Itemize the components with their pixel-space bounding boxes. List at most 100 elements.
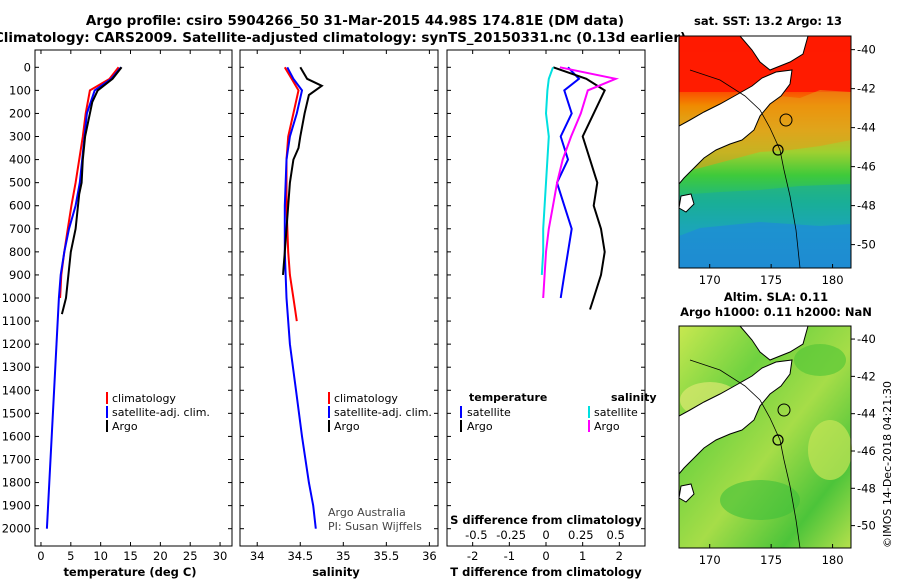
depth-tick-label: 100 [9,83,31,97]
x-tick-label: 10 [93,549,108,563]
x-tick-label: 35.5 [374,549,400,563]
lat-tick-label: -42 [857,369,876,383]
lon-tick-label: 170 [699,273,721,287]
temperature-panel [34,49,233,547]
legend-label-s-satellite: satellite [594,406,638,419]
legend-title-temperature: temperature [469,391,547,404]
x-tick-label: 2 [616,549,623,563]
difference-top-x-ticks: -0.5 -0.25 0 0.25 0.5 [465,528,625,542]
lon-tick-label: 180 [822,273,844,287]
series-line-salinity-satellite [540,66,554,275]
depth-tick-label: 1500 [2,406,31,420]
legend-label-satellite-adj: satellite-adj. clim. [112,406,210,419]
legend-label-climatology: climatology [112,392,176,405]
lon-tick-label: 175 [760,273,782,287]
depth-tick-label: 800 [9,245,31,259]
depth-tick-label: 900 [9,268,31,282]
depth-tick-label: 1000 [2,291,31,305]
lat-tick-label: -46 [857,444,876,458]
sla-map-title-line1: Altim. SLA: 0.11 [724,290,828,304]
profile-curves [45,66,620,529]
north-island-land [738,35,809,71]
x-tick-label: 5 [67,549,74,563]
x-tick-label: -2 [467,549,478,563]
legend-label-satellite-adj: satellite-adj. clim. [334,406,432,419]
depth-tick-label: 1800 [2,476,31,490]
legend-label-t-argo: Argo [467,420,493,433]
difference-xlabel: T difference from climatology [450,565,642,579]
sla-patch [808,420,852,480]
salinity-axes-frame [239,49,439,547]
depth-axis: 0 100 200 300 400 500 600 700 800 900 1000 1100 1200… [2,60,645,536]
sst-cold-band [679,222,851,268]
argo-position-marker [772,434,784,446]
temperature-x-ticks: 0 5 10 15 20 25 30 [37,50,227,563]
sst-bathymetry-contour [689,69,801,269]
difference-top-xlabel: S difference from climatology [450,513,642,527]
depth-tick-label: 1600 [2,429,31,443]
depth-tick-label: 0 [24,60,31,74]
temperature-axes-frame [34,49,233,547]
sla-lon-ticks: 170 175 180 [699,544,844,567]
chatham-rise-contour [779,113,793,127]
sst-orange-band [679,90,851,172]
salinity-xlabel: salinity [312,565,360,579]
lat-tick-label: -48 [857,481,876,495]
x-tick-label: 0 [37,549,44,563]
series-line-salinity-argo [542,66,620,299]
sla-map-frame [678,325,852,549]
series-line-temperature-argo [552,66,606,310]
legend-label-argo: Argo [112,420,138,433]
x-tick-label: 34 [250,549,265,563]
lon-tick-label: 170 [699,553,721,567]
top-tick-label: -0.25 [496,528,526,542]
depth-tick-label: 1400 [2,383,31,397]
argo-position-marker [772,144,784,156]
top-tick-label: 0.25 [568,528,594,542]
salinity-legend: climatology satellite-adj. clim. Argo Ar… [328,392,432,533]
x-tick-label: 25 [183,549,198,563]
x-tick-label: 34.5 [287,549,313,563]
lat-tick-label: -40 [857,43,876,57]
series-line-argo [282,66,324,275]
sla-patch [720,480,800,520]
sst-lon-ticks: 170 175 180 [699,264,844,287]
legend-label-t-satellite: satellite [467,406,511,419]
x-tick-label: 0 [542,549,549,563]
x-tick-label: 20 [153,549,168,563]
legend-label-argo: Argo [334,420,360,433]
depth-tick-label: 200 [9,106,31,120]
sst-map-title: sat. SST: 13.2 Argo: 13 [694,14,842,28]
series-line-satellite-adj-clim- [45,66,122,529]
x-tick-label: -1 [504,549,515,563]
depth-tick-label: 400 [9,153,31,167]
depth-tick-label: 300 [9,130,31,144]
lon-tick-label: 180 [822,553,844,567]
sst-map-frame [678,35,852,269]
south-island-land [678,359,793,476]
north-island-land [738,325,809,361]
x-tick-label: 36 [422,549,437,563]
lat-tick-label: -48 [857,199,876,213]
x-tick-label: 30 [213,549,228,563]
south-island-land [678,69,793,186]
difference-axes-frame [446,49,646,547]
depth-tick-label: 1900 [2,499,31,513]
lat-tick-label: -46 [857,160,876,174]
salinity-x-ticks: 34 34.5 35 35.5 36 [250,50,437,563]
temperature-legend: climatology satellite-adj. clim. Argo [106,392,210,433]
legend-title-salinity: salinity [611,391,657,404]
depth-tick-label: 1200 [2,337,31,351]
depth-tick-label: 2000 [2,522,31,536]
temperature-xlabel: temperature (deg C) [63,565,196,579]
credit-line1: Argo Australia [328,506,406,519]
series-line-temperature-satellite [555,66,581,299]
sla-lat-ticks: -40 -42 -44 -46 -48 -50 [851,332,876,533]
imos-timestamp: ©IMOS 14-Dec-2018 04:21:30 [881,381,894,548]
lat-tick-label: -50 [857,238,876,252]
depth-tick-label: 600 [9,199,31,213]
lat-tick-label: -40 [857,332,876,346]
sla-bathymetry-contour [689,359,801,549]
depth-tick-label: 500 [9,176,31,190]
